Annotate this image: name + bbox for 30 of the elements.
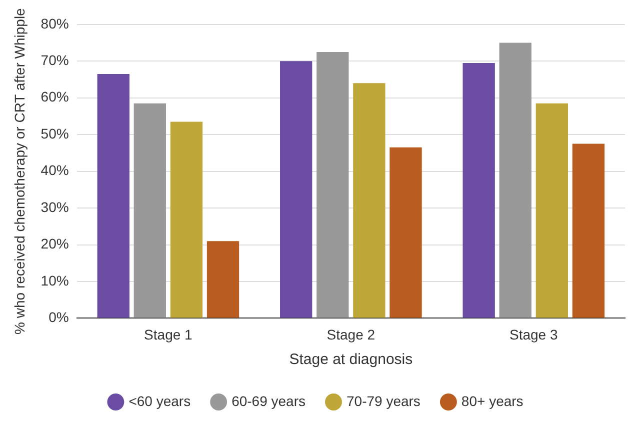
bar — [280, 61, 312, 318]
y-tick-label: 70% — [40, 52, 69, 68]
y-tick-label: 60% — [40, 88, 69, 105]
y-tick-label: 10% — [40, 272, 69, 288]
bar — [499, 42, 532, 318]
bar — [353, 83, 386, 318]
legend-label: 80+ years — [461, 392, 524, 409]
bar — [390, 147, 422, 318]
y-tick-label: 50% — [40, 125, 69, 142]
bar — [572, 144, 605, 318]
bar — [134, 103, 166, 318]
legend-label: 70-79 years — [346, 392, 420, 409]
y-tick-label: 40% — [40, 162, 69, 178]
bar — [316, 52, 349, 318]
x-tick-label: Stage 2 — [326, 326, 376, 342]
bar — [536, 103, 568, 318]
x-tick-label: Stage 3 — [510, 326, 558, 342]
legend-label: 60-69 years — [232, 392, 306, 409]
bar — [170, 122, 203, 318]
bar — [462, 62, 495, 318]
bar — [97, 74, 130, 318]
x-tick-label: Stage 1 — [144, 326, 193, 342]
y-axis-title: % who received chemotherapy or CRT after Whipple — [11, 8, 28, 334]
y-tick-label: 30% — [40, 198, 69, 215]
x-axis-title: Stage at diagnosis — [289, 351, 413, 368]
bar — [206, 241, 240, 318]
y-tick-label: 80% — [40, 15, 69, 32]
legend-label: <60 years — [128, 392, 191, 409]
y-tick-label: 20% — [40, 236, 69, 252]
y-tick-label: 0% — [48, 309, 69, 326]
